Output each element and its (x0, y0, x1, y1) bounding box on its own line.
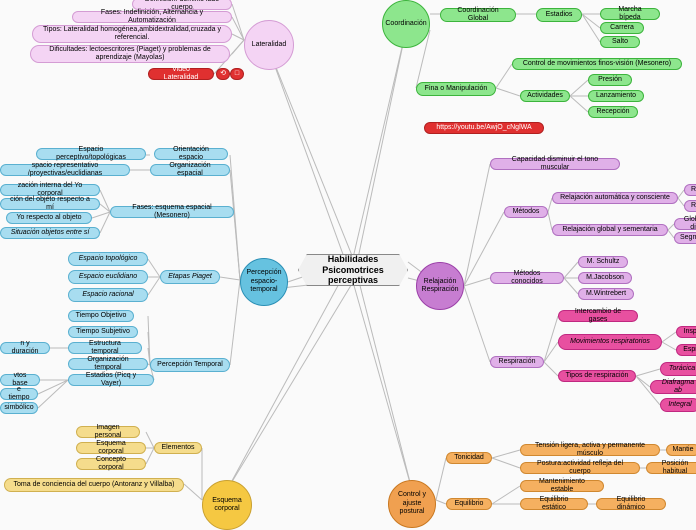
node-27: Fases: esquema espacial (Mesonero) (110, 206, 234, 218)
node-5: ⟲ (216, 68, 230, 80)
node-12: Control de movimientos finos-visión (Mes… (512, 58, 682, 70)
node-37: Percepción Temporal (150, 358, 230, 372)
node-25: Yo respecto al objeto (6, 212, 92, 224)
node-36: Estadios (Picq y Vayer) (68, 374, 154, 386)
node-47: Relaj (684, 200, 696, 212)
node-1: Fases: Indefinición, Alternancia y Autom… (72, 11, 232, 23)
node-16: Lanzamiento (588, 90, 644, 102)
node-71: Mantie (666, 444, 696, 456)
node-43: Relajación automática y consciente (552, 192, 678, 204)
node-74: Equilibrio (446, 498, 492, 510)
node-58: Inspi (676, 326, 696, 338)
node-24: ción del objeto respecto a mí (0, 198, 100, 210)
node-29: Espacio euclidiano (68, 270, 148, 284)
node-59: Espi (676, 344, 696, 356)
node-9: Marcha bípeda (600, 8, 660, 20)
node-54: Intercambio de gases (558, 310, 638, 322)
node-60: Torácica (660, 362, 696, 376)
node-34: Estructura temporal (68, 342, 142, 354)
node-19: Espacio perceptivo/topológicas (36, 148, 146, 160)
node-67: Toma de conciencia del cuerpo (Antoranz … (4, 478, 184, 492)
hub-relajacion: Relajación Respiración (416, 262, 464, 310)
node-38: n y duración (0, 342, 50, 354)
node-73: Mantenimiento estable (520, 480, 604, 492)
node-56: Respiración (490, 356, 544, 368)
node-44: Métodos (504, 206, 548, 218)
node-35: Organización temporal (68, 358, 148, 370)
node-10: Carrera (600, 22, 644, 34)
node-8: Estadios (536, 8, 582, 22)
node-66: Elementos (154, 442, 202, 454)
node-4: Video Lateralidad (148, 68, 214, 80)
node-13: Fina o Manipulación (416, 82, 496, 96)
node-52: M.Jacobson (578, 272, 632, 284)
node-69: Tensión ligera, activa y permanente músc… (520, 444, 660, 456)
center-node: Habilidades Psicomotrices perceptivas (298, 254, 408, 286)
node-21: spacio representativo /proyectivas/eucli… (0, 164, 130, 176)
node-70: Postura:actividad refleja del cuerpo (520, 462, 640, 474)
node-40: e tiempo (0, 388, 38, 400)
node-75: Equilibrio estático (520, 498, 588, 510)
hub-percepcion: Percepción espacio-temporal (240, 258, 288, 306)
node-41: simbólico (0, 402, 38, 414)
node-23: zación interna del Yo corporal (0, 184, 100, 196)
node-49: Segment (674, 232, 696, 244)
node-6: □ (230, 68, 244, 80)
hub-control: Control y ajuste postural (388, 480, 436, 528)
node-50: Métodos conocidos (490, 272, 564, 284)
node-33: Tiempo Subjetivo (68, 326, 138, 338)
hub-lateralidad: Lateralidad (244, 20, 294, 70)
node-64: Esquema corporal (76, 442, 146, 454)
node-63: Imagen personal (76, 426, 140, 438)
node-3: Dificultades: lectoescritores (Piaget) y… (30, 45, 230, 63)
node-53: M.Wintrebert (578, 288, 634, 300)
node-48: Global dif (674, 218, 696, 230)
node-17: Recepción (588, 106, 638, 118)
node-62: Integral (660, 398, 696, 412)
node-32: Tiempo Objetivo (68, 310, 134, 322)
node-46: Relaj (684, 184, 696, 196)
node-51: M. Schultz (578, 256, 628, 268)
node-20: Orientación espacio (154, 148, 228, 160)
node-30: Espacio racional (68, 288, 148, 302)
node-11: Salto (600, 36, 640, 48)
node-42: Capacidad disminuir el tono muscular (490, 158, 620, 170)
node-61: Diafragma ab (650, 380, 696, 394)
node-7: Coordinación Global (440, 8, 516, 22)
node-28: Espacio topológico (68, 252, 148, 266)
node-68: Tonicidad (446, 452, 492, 464)
node-72: Posición habitual (646, 462, 696, 474)
node-45: Relajación global y sementaria (552, 224, 668, 236)
node-31: Etapas Piaget (160, 270, 220, 284)
node-57: Tipos de respiración (558, 370, 636, 382)
node-14: Actividades (520, 90, 570, 102)
node-18: https://youtu.be/AwjO_cNglWA (424, 122, 544, 134)
node-26: Situación objetos entre sí (0, 227, 100, 239)
node-39: vtos base (0, 374, 40, 386)
node-2: Tipos: Lateralidad homogénea,ambidextral… (32, 25, 232, 43)
node-76: Equilibrio dinámico (596, 498, 666, 510)
hub-esquema: Esquema corporal (202, 480, 252, 530)
node-15: Presión (588, 74, 632, 86)
node-55: Movimientos respiratorios (558, 334, 662, 350)
node-65: Concepto corporal (76, 458, 146, 470)
hub-coordinacion: Coordinación (382, 0, 430, 48)
node-22: Organización espacial (150, 164, 230, 176)
